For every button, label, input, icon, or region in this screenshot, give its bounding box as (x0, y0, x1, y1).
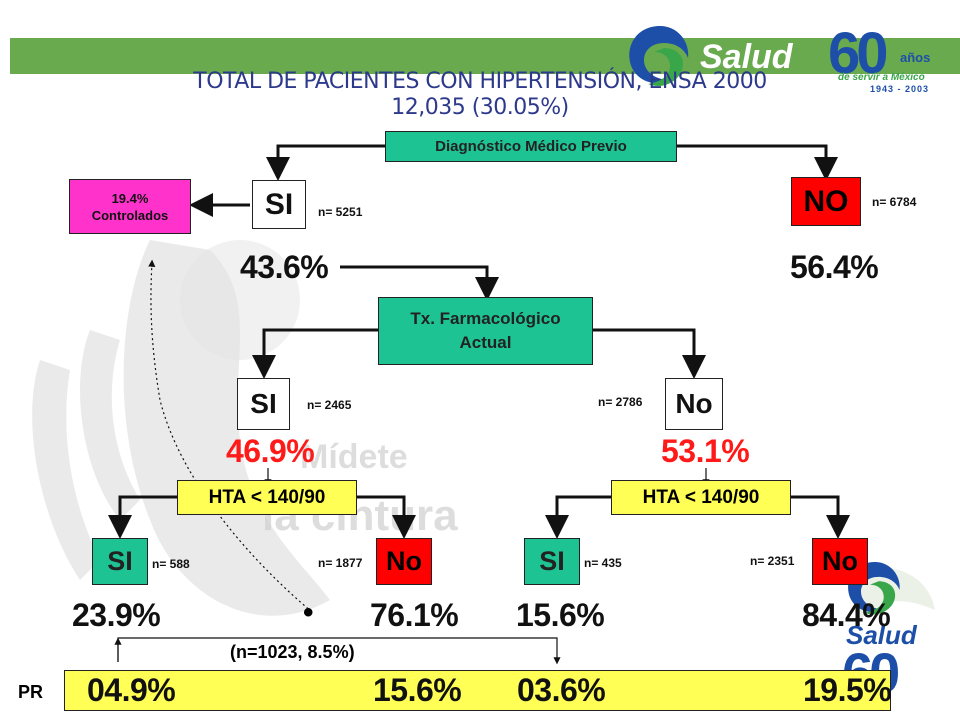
prevalence-value-2: 15.6% (373, 672, 462, 708)
header-bar (10, 38, 960, 74)
tx-no-label: No (675, 388, 713, 419)
diag-si-n: n= 5251 (318, 205, 363, 219)
leaf-no-2-label: No (822, 546, 858, 576)
controlled-label: Controlados (91, 207, 169, 223)
prevalence-label: PR (18, 682, 44, 702)
prevalence-bar: 04.9% 15.6% 03.6% 19.5% (64, 670, 892, 711)
tx-no-pct: 53.1% (661, 433, 750, 469)
leaf-no-2-n: n= 2351 (750, 554, 795, 568)
watermark-line1: Mídete (300, 438, 408, 476)
title-line2: 12,035 (30.05%) (391, 95, 569, 120)
diag-no-n: n= 6784 (872, 195, 917, 209)
controlled-box: 19.4% Controlados (69, 179, 191, 234)
hta-left-label: HTA < 140/90 (208, 486, 326, 508)
logo-swirl-icon (629, 26, 689, 87)
tx-si-label: SI (250, 388, 277, 419)
tx-si-n: n= 2465 (307, 398, 352, 412)
treatment-box: Tx. Farmacológico Actual (378, 297, 593, 365)
logo-tagline: de servir a México (838, 72, 925, 83)
diag-no-box: NO (791, 177, 861, 226)
hta-right-box: HTA < 140/90 (611, 480, 791, 515)
prevalence-value-3: 03.6% (517, 672, 606, 708)
diag-no-pct: 56.4% (790, 249, 879, 285)
leaf-si-1-box: SI (92, 538, 148, 585)
leaf-no-1-label: No (386, 546, 422, 576)
title-line1: TOTAL DE PACIENTES CON HIPERTENSIÓN, ENS… (193, 69, 767, 94)
leaf-si-2-box: SI (524, 538, 580, 585)
leaf-si-1-pct: 23.9% (72, 597, 161, 633)
diagnosis-root-label: Diagnóstico Médico Previo (435, 138, 627, 155)
leaf-si-2-pct: 15.6% (516, 597, 605, 633)
logo-number: 60 (828, 21, 888, 86)
leaf-si-2-n: n= 435 (584, 556, 622, 570)
logo-bottom-brand: Salud (846, 620, 917, 650)
tx-no-n: n= 2786 (598, 395, 643, 409)
leaf-no-1-pct: 76.1% (370, 597, 459, 633)
controlled-pct: 19.4% (111, 190, 149, 206)
logo-brand: Salud (700, 38, 793, 76)
hta-left-box: HTA < 140/90 (177, 480, 357, 515)
hta-right-label: HTA < 140/90 (642, 486, 760, 508)
leaf-no-1-box: No (376, 538, 432, 585)
leaf-no-1-n: n= 1877 (318, 556, 363, 570)
logo-suffix: años (900, 50, 931, 65)
prevalence-value-1: 04.9% (87, 672, 176, 708)
leaf-no-2-pct: 84.4% (802, 597, 891, 633)
leaf-si-1-label: SI (107, 546, 133, 576)
combined-label: (n=1023, 8.5%) (230, 642, 355, 662)
tx-si-pct: 46.9% (226, 433, 315, 469)
dot-marker: • (303, 596, 314, 629)
diag-si-box: SI (252, 180, 306, 229)
diag-si-pct: 43.6% (240, 249, 329, 285)
treatment-label-line2: Actual (459, 333, 512, 352)
prevalence-value-4: 19.5% (803, 672, 892, 708)
diagnosis-root-box: Diagnóstico Médico Previo (385, 131, 677, 162)
diag-no-label: NO (803, 184, 849, 218)
leaf-si-2-label: SI (539, 546, 565, 576)
leaf-no-2-box: No (812, 538, 868, 585)
tx-no-box: No (665, 378, 723, 430)
treatment-label-line1: Tx. Farmacológico (410, 309, 561, 328)
leaf-si-1-n: n= 588 (152, 557, 190, 571)
tx-si-box: SI (237, 378, 290, 430)
logo-years: 1943 - 2003 (870, 84, 930, 94)
diag-si-label: SI (264, 187, 294, 221)
